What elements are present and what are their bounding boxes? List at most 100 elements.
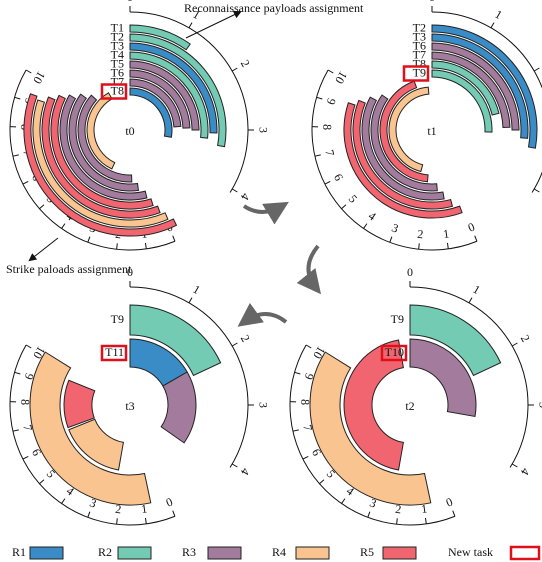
task-bar — [41, 96, 161, 219]
scale-label: 3 — [88, 495, 99, 510]
scale-tick — [22, 180, 29, 185]
scale-label: 0 — [407, 265, 413, 279]
scale-label: 4 — [366, 209, 379, 224]
time-label: t0 — [125, 124, 134, 138]
task-label: T6 — [413, 38, 426, 52]
scale-tick — [511, 463, 518, 468]
scale-label: 1 — [191, 282, 203, 297]
task-bar — [129, 33, 227, 148]
scale-label: 5 — [346, 192, 361, 206]
legend-swatch — [382, 546, 417, 560]
task-label: T2 — [111, 29, 124, 43]
task-label: T3 — [413, 29, 426, 43]
task-label: T6 — [111, 65, 124, 79]
task-label: T9 — [413, 65, 426, 79]
task-label: T5 — [111, 56, 124, 70]
scale-label: 6 — [331, 171, 346, 183]
task-label: T2 — [413, 20, 426, 34]
flow-arrow — [296, 244, 321, 295]
scale-arc — [129, 286, 249, 468]
task-bar — [129, 42, 218, 134]
task-bar — [409, 338, 477, 418]
scale-label: 2 — [115, 502, 123, 517]
task-bar — [129, 87, 173, 138]
scale-tick — [231, 188, 238, 193]
scale-tick — [14, 96, 21, 100]
task-bar — [352, 99, 454, 210]
scale-tick — [446, 242, 449, 249]
scale-label: 7 — [20, 423, 35, 432]
scale-arc — [129, 11, 249, 193]
scale-label: 2 — [238, 332, 253, 344]
scale-tick — [22, 455, 29, 460]
legend-swatch — [295, 546, 330, 560]
recon-arrow — [185, 10, 242, 39]
scale-label: 0 — [444, 495, 455, 510]
time-label: t2 — [405, 399, 414, 413]
recon-label: Reconnaissance payloads assignment — [184, 1, 364, 15]
scale-tick — [367, 511, 371, 518]
scale-label: 9 — [324, 97, 339, 107]
task-label: T8 — [111, 83, 124, 97]
scale-label: 2 — [540, 57, 542, 69]
scale-tick — [231, 342, 238, 347]
task-bar — [129, 24, 191, 51]
scale-label: 9 — [302, 372, 317, 382]
task-label: T11 — [105, 345, 124, 359]
scale-tick — [144, 517, 147, 524]
scale-tick — [424, 517, 427, 524]
task-bar — [50, 94, 154, 210]
scale-tick — [61, 498, 66, 504]
task-bar — [129, 78, 182, 128]
scale-label: 2 — [238, 57, 253, 69]
scale-tick — [533, 67, 540, 72]
scale-tick — [188, 22, 193, 29]
scale-tick — [292, 429, 299, 432]
scale-tick — [12, 429, 19, 432]
new-task-box — [100, 83, 128, 100]
strike-arrow — [28, 237, 59, 262]
task-bar — [309, 351, 432, 506]
flow-arrow — [237, 302, 288, 327]
scale-label: 0 — [466, 220, 477, 235]
task-bar — [343, 102, 463, 219]
task-bar — [59, 94, 148, 201]
scale-tick — [314, 154, 321, 157]
time-label: t3 — [125, 399, 134, 413]
legend-label: R2 — [98, 545, 112, 559]
task-bar — [370, 94, 438, 192]
scale-label: 1 — [493, 7, 505, 22]
scale-tick — [490, 22, 495, 29]
task-bar — [431, 51, 511, 129]
legend-swatch — [117, 546, 152, 560]
scale-tick — [116, 243, 118, 250]
scale-tick — [319, 479, 325, 485]
scale-tick — [144, 242, 147, 249]
scale-tick — [39, 204, 45, 210]
task-bar — [68, 418, 124, 471]
scale-label: 4 — [518, 466, 533, 478]
scale-tick — [12, 154, 19, 157]
scale-tick — [61, 223, 66, 229]
task-label: T9 — [391, 312, 404, 326]
scale-label: 2 — [518, 332, 533, 344]
scale-label: 0 — [127, 0, 133, 4]
scale-label: 1 — [471, 282, 483, 297]
task-bar — [129, 69, 191, 129]
scale-tick — [305, 344, 312, 349]
task-bar — [129, 51, 209, 139]
scale-label: 1 — [442, 226, 450, 241]
task-label: T7 — [413, 47, 426, 61]
scale-tick — [389, 236, 393, 243]
scale-tick — [39, 479, 45, 485]
scale-label: 10 — [30, 69, 48, 86]
scale-label: 3 — [536, 402, 542, 408]
task-bar — [68, 93, 140, 192]
scale-label: 6 — [309, 446, 324, 458]
legend-label: R5 — [360, 545, 374, 559]
scale-label: 8 — [298, 399, 312, 405]
scale-tick — [14, 371, 21, 375]
scale-label: 4 — [238, 191, 253, 203]
task-bar — [129, 60, 200, 131]
scale-tick — [25, 69, 32, 74]
